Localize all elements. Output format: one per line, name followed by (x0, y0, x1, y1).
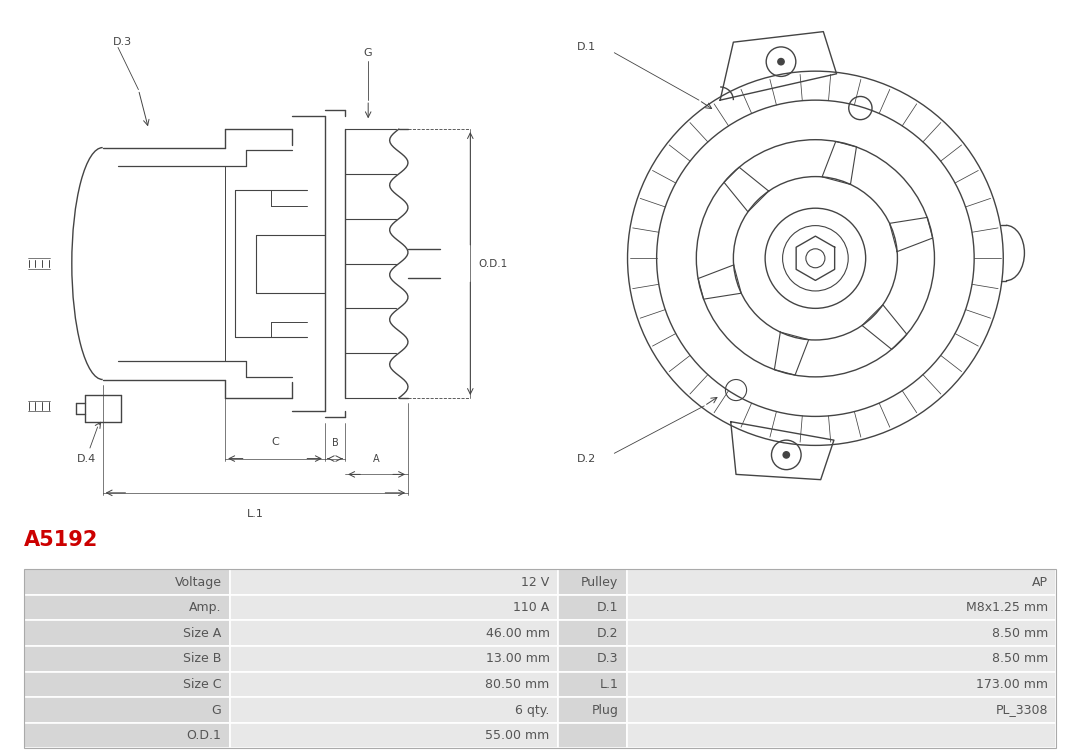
Text: D.2: D.2 (597, 626, 619, 640)
Text: 46.00 mm: 46.00 mm (486, 626, 550, 640)
Text: 80.50 mm: 80.50 mm (485, 678, 550, 691)
Bar (24, 672, 230, 697)
Text: 8.50 mm: 8.50 mm (991, 652, 1048, 666)
Circle shape (783, 452, 789, 458)
Bar (558, 646, 626, 672)
Text: L.1: L.1 (599, 678, 619, 691)
Text: D.3: D.3 (113, 37, 132, 47)
Bar (626, 569, 1056, 595)
Bar (230, 723, 558, 748)
Text: 173.00 mm: 173.00 mm (976, 678, 1048, 691)
Bar (24, 569, 230, 595)
Text: A5192: A5192 (24, 530, 98, 550)
Circle shape (778, 59, 784, 65)
Text: D.1: D.1 (577, 42, 596, 53)
Text: 6 qty.: 6 qty. (515, 703, 550, 717)
Text: A: A (374, 454, 380, 464)
Bar (230, 595, 558, 620)
Text: Pulley: Pulley (581, 575, 619, 589)
Bar (558, 697, 626, 723)
Text: C: C (271, 437, 279, 447)
Text: 110 A: 110 A (513, 601, 550, 614)
Bar (230, 620, 558, 646)
Text: Voltage: Voltage (175, 575, 221, 589)
Bar (24, 595, 230, 620)
Text: D.4: D.4 (77, 453, 96, 464)
Bar (626, 672, 1056, 697)
Text: Size A: Size A (184, 626, 221, 640)
Text: Size B: Size B (183, 652, 221, 666)
Text: L.1: L.1 (247, 509, 264, 519)
Bar (558, 595, 626, 620)
Bar (558, 672, 626, 697)
Bar (558, 569, 626, 595)
Text: O.D.1: O.D.1 (187, 729, 221, 742)
Text: G: G (212, 703, 221, 717)
Bar (230, 697, 558, 723)
Text: PL_3308: PL_3308 (996, 703, 1048, 717)
Bar (626, 595, 1056, 620)
Bar (24, 569, 1056, 748)
Text: G: G (364, 47, 373, 58)
Bar (626, 723, 1056, 748)
Text: AP: AP (1032, 575, 1048, 589)
Bar (230, 672, 558, 697)
Text: B: B (332, 438, 338, 448)
Bar (24, 620, 230, 646)
Text: D.1: D.1 (597, 601, 619, 614)
Bar (558, 620, 626, 646)
Text: 55.00 mm: 55.00 mm (485, 729, 550, 742)
Text: Size C: Size C (183, 678, 221, 691)
Bar (626, 697, 1056, 723)
Text: 8.50 mm: 8.50 mm (991, 626, 1048, 640)
Text: 12 V: 12 V (522, 575, 550, 589)
Bar (626, 620, 1056, 646)
Text: Plug: Plug (592, 703, 619, 717)
Bar (626, 646, 1056, 672)
Bar (558, 723, 626, 748)
Bar (24, 723, 230, 748)
Text: D.2: D.2 (577, 453, 596, 464)
Text: 13.00 mm: 13.00 mm (486, 652, 550, 666)
Bar (230, 646, 558, 672)
Bar (24, 697, 230, 723)
Text: O.D.1: O.D.1 (478, 258, 508, 269)
Text: Amp.: Amp. (189, 601, 221, 614)
Text: M8x1.25 mm: M8x1.25 mm (966, 601, 1048, 614)
Bar (24, 646, 230, 672)
Text: D.3: D.3 (597, 652, 619, 666)
Bar (230, 569, 558, 595)
